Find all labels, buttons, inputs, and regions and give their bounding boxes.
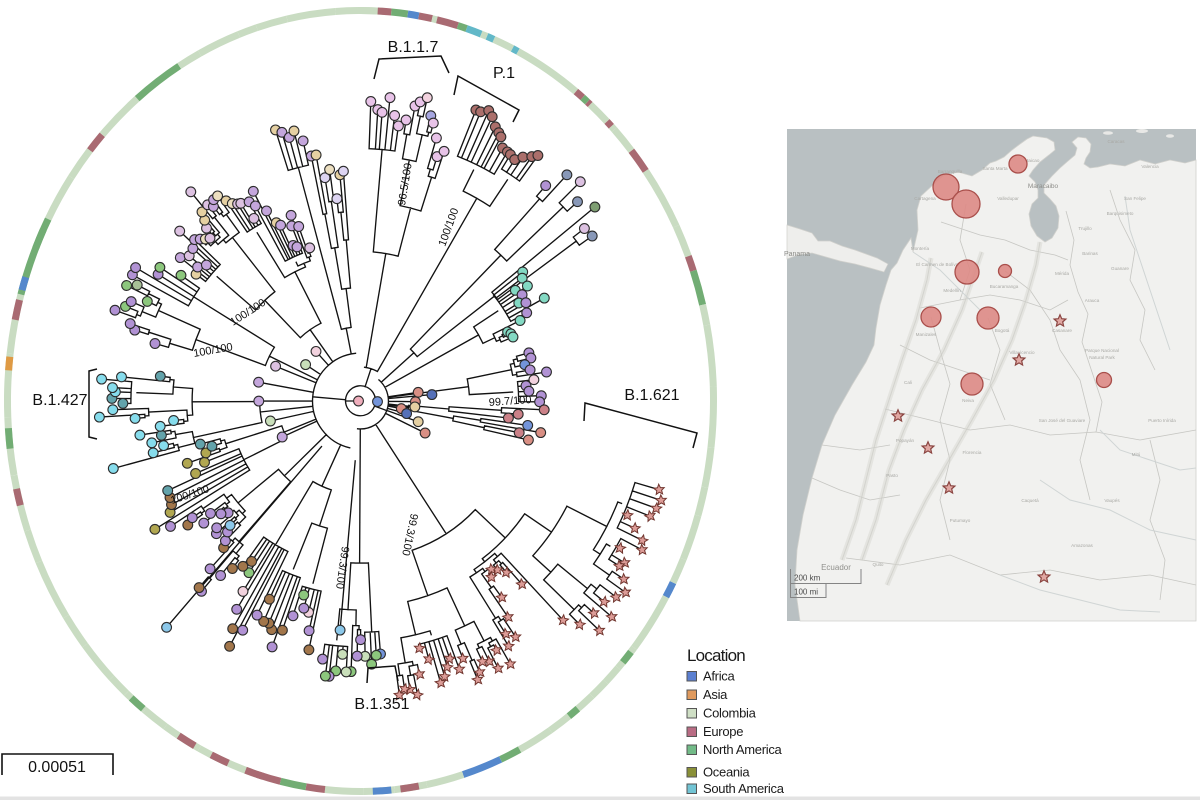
svg-text:Florencia: Florencia <box>963 450 982 455</box>
svg-text:100 mi: 100 mi <box>794 588 818 597</box>
svg-text:Bucaramanga: Bucaramanga <box>990 284 1019 289</box>
svg-text:Mitú: Mitú <box>1132 452 1141 457</box>
svg-text:Guanare: Guanare <box>1111 266 1129 271</box>
svg-text:Bogotá: Bogotá <box>995 328 1010 333</box>
svg-text:South America: South America <box>703 781 785 796</box>
svg-text:B.1.427: B.1.427 <box>32 392 87 409</box>
svg-text:P.1: P.1 <box>493 65 515 82</box>
svg-text:Manizales: Manizales <box>916 332 937 337</box>
svg-text:Maracaibo: Maracaibo <box>1028 183 1059 190</box>
svg-text:200 km: 200 km <box>794 574 821 583</box>
svg-text:El Carmen de Bolívar: El Carmen de Bolívar <box>916 262 960 267</box>
svg-text:Europe: Europe <box>703 724 743 739</box>
svg-text:Caracas: Caracas <box>1107 139 1125 144</box>
svg-text:Cartagena: Cartagena <box>914 196 936 201</box>
svg-text:Arauca: Arauca <box>1085 298 1100 303</box>
svg-text:99.3/100: 99.3/100 <box>333 546 351 590</box>
svg-text:Asia: Asia <box>703 687 728 702</box>
svg-text:B.1.1.7: B.1.1.7 <box>388 39 439 56</box>
svg-text:Barinas: Barinas <box>1082 251 1098 256</box>
svg-text:Neiva: Neiva <box>962 398 974 403</box>
svg-text:Africa: Africa <box>703 669 736 684</box>
svg-text:Maicao: Maicao <box>1025 158 1040 163</box>
svg-text:Vaupés: Vaupés <box>1104 498 1120 503</box>
svg-text:San Felipe: San Felipe <box>1124 196 1146 201</box>
svg-text:99.7/100: 99.7/100 <box>488 394 532 409</box>
svg-text:Puerto Inírida: Puerto Inírida <box>1148 418 1176 423</box>
svg-text:Barranquilla: Barranquilla <box>938 169 963 174</box>
svg-text:Pasto: Pasto <box>886 473 898 478</box>
svg-text:Cali: Cali <box>904 380 912 385</box>
svg-text:0.00051: 0.00051 <box>28 759 86 776</box>
svg-text:Natural Park: Natural Park <box>1089 355 1115 360</box>
svg-text:Santa Marta: Santa Marta <box>982 166 1007 171</box>
svg-text:Colombia: Colombia <box>703 706 757 721</box>
svg-text:Valledupar: Valledupar <box>997 196 1019 201</box>
svg-text:Trujillo: Trujillo <box>1078 226 1092 231</box>
svg-text:Parque Nacional: Parque Nacional <box>1085 348 1119 353</box>
svg-text:Montería: Montería <box>911 246 930 251</box>
svg-text:Oceania: Oceania <box>703 765 750 780</box>
svg-text:Popayán: Popayán <box>896 438 915 443</box>
svg-text:B.1.621: B.1.621 <box>624 387 679 404</box>
svg-text:Valencia: Valencia <box>1141 164 1159 169</box>
svg-text:San José del Guaviare: San José del Guaviare <box>1039 418 1086 423</box>
svg-text:Casanare: Casanare <box>1052 328 1072 333</box>
svg-text:Amazonas: Amazonas <box>1071 543 1093 548</box>
svg-text:Caquetá: Caquetá <box>1021 498 1039 503</box>
svg-text:Mérida: Mérida <box>1055 271 1069 276</box>
svg-text:Putumayo: Putumayo <box>950 518 971 523</box>
svg-text:Barquisimeto: Barquisimeto <box>1107 211 1134 216</box>
svg-text:Ecuador: Ecuador <box>821 563 851 572</box>
svg-text:Panama: Panama <box>784 251 810 258</box>
svg-text:B.1.351: B.1.351 <box>354 696 409 713</box>
svg-text:Quito: Quito <box>873 562 884 567</box>
svg-text:Medellín: Medellín <box>943 288 961 293</box>
svg-text:North America: North America <box>703 742 783 757</box>
svg-text:Villavicencio: Villavicencio <box>1009 350 1035 355</box>
svg-text:Location: Location <box>687 646 745 665</box>
